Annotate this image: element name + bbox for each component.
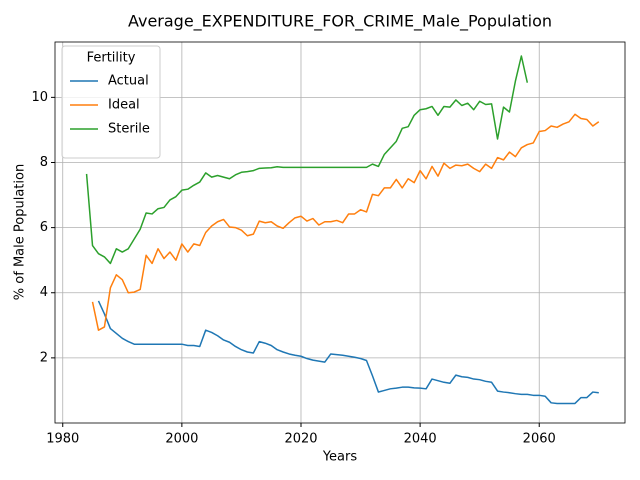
plot-frame xyxy=(54,41,626,424)
y-tick-label: 10 xyxy=(31,90,48,105)
legend-title: Fertility xyxy=(87,51,136,66)
x-tick-label: 2000 xyxy=(165,432,198,447)
chart-title: Average_EXPENDITURE_FOR_CRIME_Male_Popul… xyxy=(128,12,552,32)
y-tick-label: 8 xyxy=(40,155,48,170)
x-tick-label: 1980 xyxy=(46,432,79,447)
data-line xyxy=(91,113,600,331)
x-axis-label: Years xyxy=(322,450,358,465)
legend: Fertility Actual Ideal Sterile xyxy=(61,45,161,159)
legend-label: Actual xyxy=(108,74,149,89)
y-tick-label: 6 xyxy=(40,220,48,235)
legend-box xyxy=(61,45,161,159)
x-tick-label: 2060 xyxy=(523,432,556,447)
y-tick-label: 4 xyxy=(40,285,48,300)
x-tick-label: 2020 xyxy=(284,432,317,447)
legend-label: Ideal xyxy=(108,98,140,113)
legend-label: Sterile xyxy=(108,122,150,137)
y-axis-label: % of Male Population xyxy=(13,164,28,300)
x-tick-label: 2040 xyxy=(404,432,437,447)
data-line xyxy=(97,300,599,405)
y-tick-label: 2 xyxy=(40,350,48,365)
data-line xyxy=(85,55,529,265)
